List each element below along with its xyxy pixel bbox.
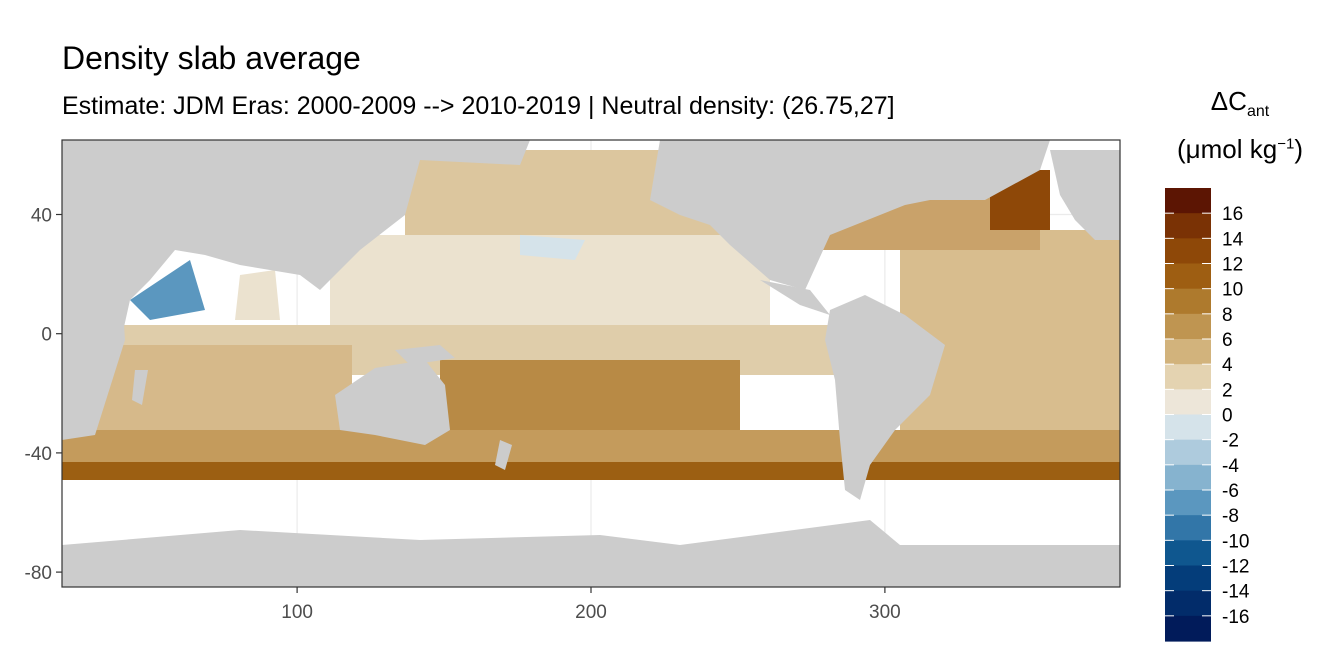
legend-color-step <box>1165 339 1211 365</box>
legend-label: -4 <box>1222 456 1239 477</box>
legend-label: 8 <box>1222 305 1233 326</box>
legend-unit-prefix: (μmol kg <box>1177 134 1278 164</box>
legend-label: 16 <box>1222 204 1243 225</box>
legend-unit-suffix: ) <box>1294 134 1303 164</box>
ocean-band-southern <box>62 430 1120 465</box>
plot-subtitle: Estimate: JDM Eras: 2000-2009 --> 2010-2… <box>62 92 895 120</box>
land-masses <box>62 140 1120 587</box>
legend-color-step <box>1165 464 1211 491</box>
land-new-guinea <box>395 345 455 365</box>
x-tick-label: 200 <box>575 602 607 623</box>
legend-color-step <box>1165 364 1211 390</box>
ocean-band-circumpolar <box>62 462 1120 480</box>
legend-label: 2 <box>1222 380 1233 401</box>
land-eurasia <box>62 140 530 345</box>
legend-color-step <box>1165 540 1211 567</box>
land-new-zealand <box>495 440 512 470</box>
land-north-america <box>650 140 1050 290</box>
legend-color-step <box>1165 490 1211 516</box>
land-central-america <box>760 280 830 315</box>
land-south-america <box>825 295 945 500</box>
legend-label: 14 <box>1222 229 1244 250</box>
legend-color-step <box>1165 515 1211 541</box>
ocean-band-atlantic <box>900 230 1120 430</box>
land-australia <box>335 360 450 445</box>
legend-label: 4 <box>1222 355 1233 376</box>
legend-label: 10 <box>1222 280 1243 301</box>
legend-label: -2 <box>1222 431 1239 452</box>
legend-title-unit: (μmol kg−1) <box>1160 134 1320 165</box>
legend-title-symbol: ΔCant <box>1160 86 1320 121</box>
legend-label: 0 <box>1222 406 1233 427</box>
legend-color-step <box>1165 213 1211 239</box>
legend-color-step <box>1165 288 1211 315</box>
land-africa <box>62 260 125 440</box>
legend-label: -10 <box>1222 531 1249 552</box>
color-legend: 16 14 12 10 8 6 4 2 0 -2 -4 -6 -8 -10 -12 -14 -16 <box>1165 188 1250 642</box>
y-tick-label: -80 <box>25 563 52 584</box>
legend-label: -6 <box>1222 481 1239 502</box>
legend-symbol: ΔC <box>1210 86 1247 116</box>
plot-title: Density slab average <box>62 40 361 76</box>
map-layers <box>62 140 1120 587</box>
land-antarctica <box>62 520 1120 587</box>
legend-label: 6 <box>1222 330 1233 351</box>
legend-color-step <box>1165 188 1211 214</box>
legend-color-step <box>1165 238 1211 265</box>
legend-color-step <box>1165 414 1211 441</box>
y-tick-label: 0 <box>41 325 52 346</box>
land-greenland <box>900 140 1035 175</box>
legend-label: -14 <box>1222 582 1250 603</box>
legend-label: -12 <box>1222 557 1249 578</box>
x-tick-label: 100 <box>281 602 313 623</box>
legend-color-step <box>1165 439 1211 466</box>
y-tick-label: -40 <box>25 444 52 465</box>
legend-label: 12 <box>1222 255 1243 276</box>
land-europe <box>1050 150 1120 240</box>
legend-color-step <box>1165 565 1211 592</box>
y-tick-label: 40 <box>31 206 52 227</box>
ocean-patch-bay-of-bengal <box>235 270 280 320</box>
legend-color-step <box>1165 590 1211 617</box>
ocean-band-south-pacific <box>440 360 740 440</box>
legend-label: -16 <box>1222 607 1249 628</box>
ocean-patch-arabian-sea <box>130 260 205 320</box>
legend-color-step <box>1165 313 1211 340</box>
ocean-patch-kuroshio <box>520 235 585 260</box>
legend-color-step <box>1165 615 1211 642</box>
legend-unit-exponent: −1 <box>1277 135 1295 153</box>
legend-color-step <box>1165 263 1211 290</box>
x-tick-label: 300 <box>869 602 901 623</box>
legend-label: -8 <box>1222 506 1239 527</box>
legend-color-step <box>1165 389 1211 416</box>
legend-subscript: ant <box>1246 103 1270 121</box>
land-madagascar <box>132 370 148 405</box>
